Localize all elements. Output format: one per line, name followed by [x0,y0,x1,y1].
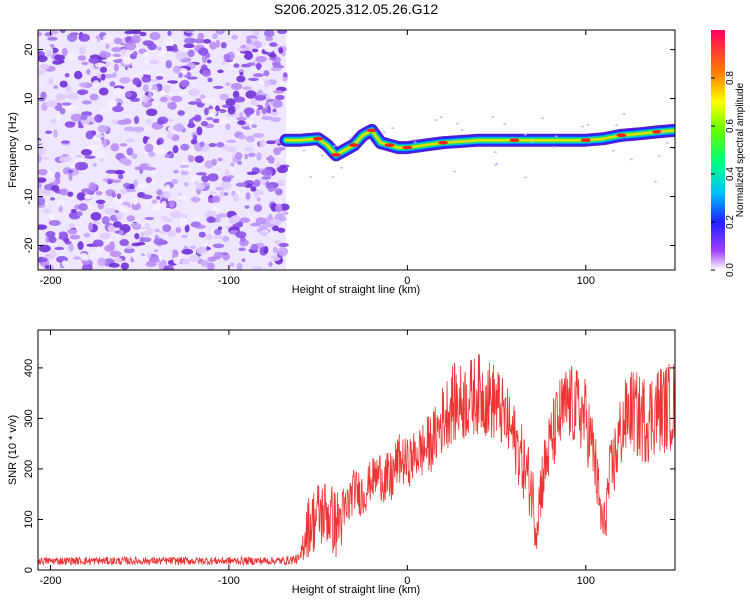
ridge-peak [384,143,395,147]
x-tick-label: 0 [404,275,410,287]
x-tick-label: -200 [39,575,61,587]
y-tick-label: 100 [23,510,35,528]
y-tick-label: 0 [23,567,35,573]
y-tick-label: 0 [23,144,35,150]
colorbar-tick-label: 0.6 [725,119,736,133]
spectrogram-x-label: Height of straight line (km) [292,284,420,296]
colorbar-label: Normalized spectral amplitude [735,82,746,217]
ridge-peak [313,136,324,141]
x-tick-label: -200 [39,275,61,287]
colorbar-ticks: 0.0 0.2 0.4 0.6 0.8 [711,71,736,277]
snr-x-label: Height of straight line (km) [292,584,420,596]
ridge-peak [348,143,359,147]
ridge-peak [652,130,663,134]
colorbar-tick-label: 0.0 [725,263,736,277]
y-tick-label: 200 [23,460,35,478]
colorbar-tick-label: 0.8 [725,71,736,85]
snr-series-line [38,354,675,567]
snr-panel: -200 -100 0 100 0 100 200 300 400 Height of str… [7,329,676,596]
ridge-peak [366,128,377,133]
ridge-peak [402,145,413,150]
colorbar: 0.0 0.2 0.4 0.6 0.8 Normalized spectral ampl… [711,30,746,277]
x-tick-label: 0 [404,575,410,587]
x-tick-label: -100 [218,275,240,287]
y-tick-label: 20 [23,43,35,55]
ridge-peak [509,138,520,143]
signal-ridge [279,113,675,183]
y-tick-label: 10 [23,92,35,104]
spectrogram-y-label: Frequency (Hz) [7,112,19,188]
colorbar-gradient [711,30,725,270]
ridge-peak [580,138,591,143]
colorbar-tick-label: 0.4 [725,167,736,181]
snr-y-label: SNR (10 * v/v) [7,415,19,485]
ridge-peak [616,133,627,138]
spectrogram-x-axis: -200 -100 0 100 [39,30,595,287]
noise-region [38,30,290,270]
x-tick-label: 100 [577,575,595,587]
y-tick-label: 300 [23,409,35,427]
y-tick-label: -10 [23,189,35,205]
figure-title: S206.2025.312.05.26.G12 [274,1,438,17]
snr-x-axis: -200 -100 0 100 [39,330,595,587]
ridge-peak [438,140,449,145]
spectrogram-frame [37,29,676,271]
snr-frame [37,329,676,571]
spectrogram-y-axis: -20 -10 0 10 20 [23,43,675,253]
x-tick-label: 100 [577,275,595,287]
colorbar-tick-label: 0.2 [725,215,736,229]
ridge-peak [330,153,341,157]
y-tick-label: 400 [23,359,35,377]
x-tick-label: -100 [218,575,240,587]
y-tick-label: -20 [23,238,35,254]
snr-background [38,330,675,570]
snr-y-axis: 0 100 200 300 400 [23,359,675,573]
